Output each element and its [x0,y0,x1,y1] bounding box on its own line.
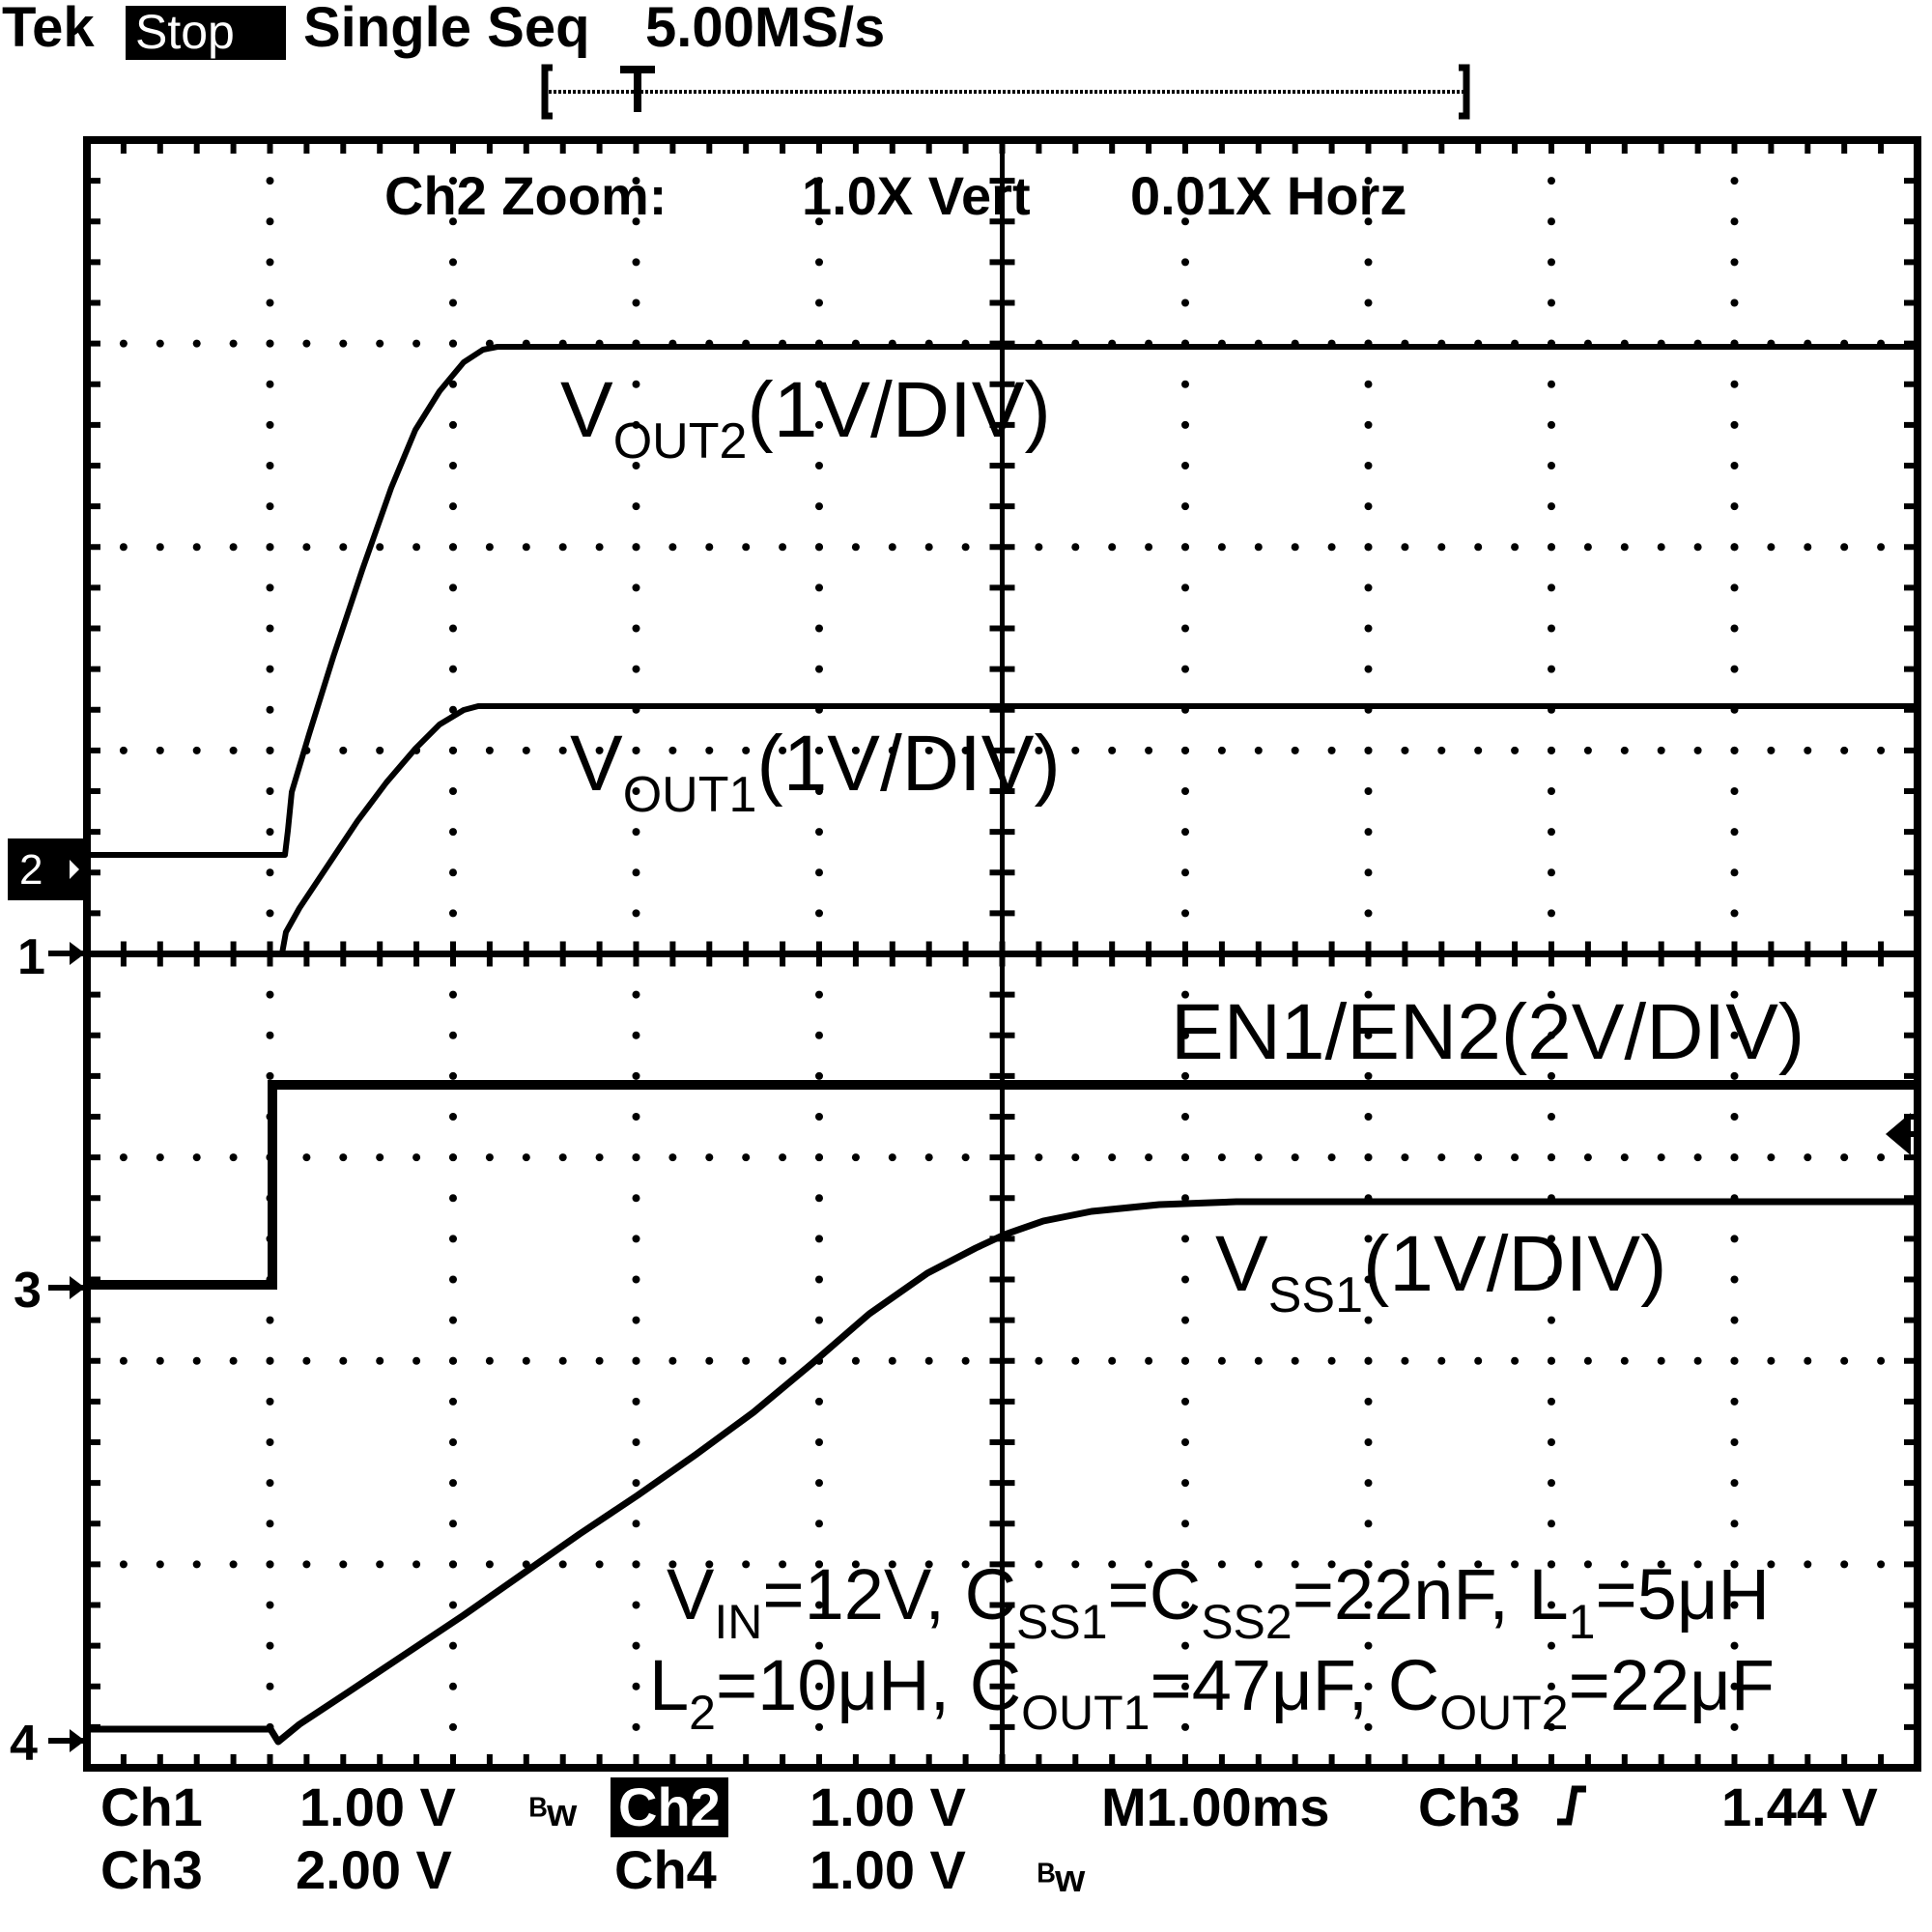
ch1-marker: 1 [17,929,85,985]
ch2-marker: 2 [8,838,87,900]
trace-vss1 [87,1198,1918,1746]
svg-text:1: 1 [17,929,45,985]
label-vout1: VOUT1(1V/DIV) [570,720,1061,823]
ch2-scale: 1.00 V [810,1776,966,1837]
trace-en [87,1080,1918,1290]
zoom-vert: 1.0X Vert [802,165,1031,226]
svg-text:4: 4 [10,1716,38,1772]
run-state-label: Stop [135,5,235,59]
trace-vout1 [87,703,1918,956]
ch1-scale: 1.00 V [299,1776,456,1837]
trigger-rising-edge-icon [1557,1785,1586,1826]
footer-readout: Ch1 1.00 V ᴮw Ch2 1.00 V M1.00ms Ch3 1.4… [100,1776,1878,1900]
ch3-marker: 3 [14,1263,85,1319]
svg-text:2: 2 [19,846,43,894]
trace-vout2 [87,344,1918,858]
label-vss1: VSS1(1V/DIV) [1215,1220,1666,1323]
ch2-label: Ch2 [618,1776,721,1837]
acq-mode-label: Single Seq [303,0,590,59]
sample-rate-label: 5.00MS/s [645,0,885,59]
timebase: M1.00ms [1101,1776,1330,1837]
ch1-label: Ch1 [100,1776,203,1837]
ch4-bw-icon: ᴮw [1037,1858,1086,1900]
conditions-line2: L2=10μH, COUT1=47μF, COUT2=22μF [649,1645,1775,1740]
conditions-line1: VIN=12V, CSS1=CSS2=22nF, L1=5μH [667,1554,1770,1649]
run-state-badge [126,6,286,60]
brand-label: Tek [2,0,95,59]
trigger-level: 1.44 V [1721,1776,1878,1837]
zoom-label: Ch2 Zoom: [384,165,667,226]
trigger-source: Ch3 [1418,1776,1520,1837]
zoom-horz: 0.01X Horz [1130,165,1406,226]
ch1-bw-icon: ᴮw [529,1792,578,1834]
svg-text:3: 3 [14,1263,42,1319]
ch3-label: Ch3 [100,1839,203,1900]
trigger-level-marker [1886,1113,1915,1155]
ch4-scale: 1.00 V [810,1839,966,1900]
ch4-marker: 4 [10,1716,85,1772]
label-en: EN1/EN2(2V/DIV) [1171,988,1804,1076]
ch4-label: Ch4 [614,1839,717,1900]
record-position-bar [541,64,1470,120]
label-vout2: VOUT2(1V/DIV) [560,366,1051,469]
ch2-selected-badge [611,1777,728,1837]
ch3-scale: 2.00 V [296,1839,452,1900]
